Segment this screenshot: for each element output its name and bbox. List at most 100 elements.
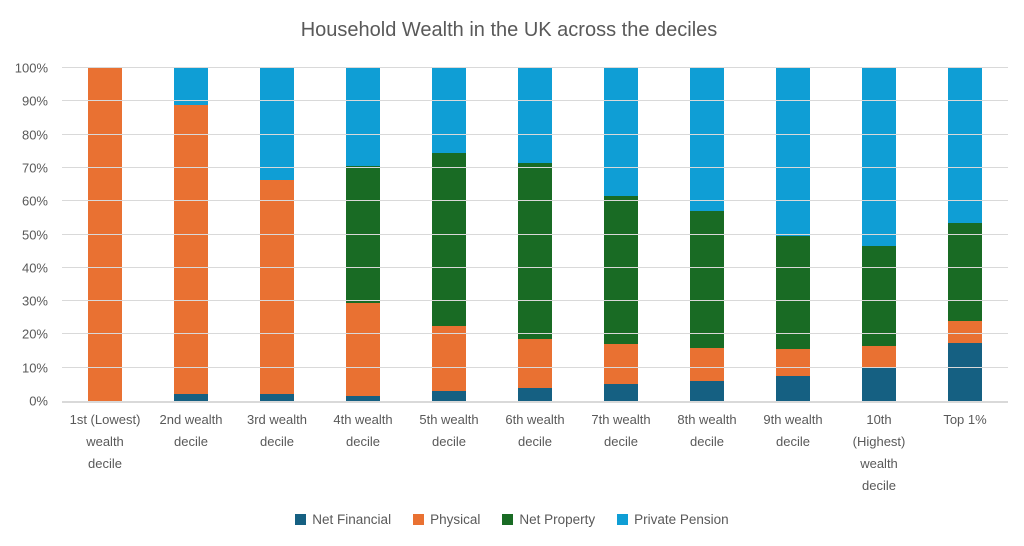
y-tick-label: 80% [21, 127, 48, 143]
bar [604, 68, 638, 401]
legend-label: Private Pension [634, 512, 729, 527]
x-axis-label: 5th wealth decile [419, 412, 479, 449]
y-tick-label: 60% [21, 193, 48, 209]
bar [432, 68, 466, 401]
bar-segment [346, 68, 380, 167]
bar-group [320, 68, 406, 401]
gridline [62, 300, 1008, 302]
y-axis: 0% 10% 20% 30% 40% 50% 60% 70% 80% 90% 100% [0, 61, 48, 409]
bars-container [62, 68, 1008, 401]
bar-segment [346, 396, 380, 401]
x-axis: 1st (Lowest) wealth decile 2nd wealth dec… [62, 409, 1008, 497]
x-axis-label: 4th wealth decile [333, 412, 393, 449]
bar-segment [776, 68, 810, 237]
bar-segment [346, 302, 380, 397]
bar-segment [174, 68, 208, 105]
bar-segment [862, 68, 896, 247]
bar-segment [948, 321, 982, 343]
bar-segment [174, 394, 208, 401]
legend-label: Net Financial [312, 512, 392, 527]
bar-segment [604, 384, 638, 401]
bar-segment [776, 349, 810, 377]
gridline [62, 266, 1008, 268]
x-axis-label: 10th (Highest) wealth decile [852, 412, 906, 493]
bar-segment [260, 68, 294, 180]
y-tick-label: 90% [21, 93, 48, 109]
legend-swatch-icon [502, 514, 514, 525]
y-tick-label: 10% [21, 360, 48, 376]
bar-group [492, 68, 578, 401]
bar [776, 68, 810, 401]
y-tick-label: 40% [21, 260, 48, 276]
bar-group [148, 68, 234, 401]
bar-segment [432, 326, 466, 392]
bar [862, 68, 896, 401]
x-axis-label: 6th wealth decile [505, 412, 565, 449]
bar-group [578, 68, 664, 401]
bar-segment [776, 376, 810, 401]
bar-segment [432, 391, 466, 401]
bar-group [406, 68, 492, 401]
legend-swatch-icon [295, 514, 307, 525]
gridline [62, 333, 1008, 335]
y-tick-label: 50% [21, 227, 48, 242]
y-tick-label: 100% [14, 60, 48, 76]
y-tick-label: 70% [21, 160, 48, 176]
bar-segment [690, 381, 724, 401]
bar-group [922, 68, 1008, 401]
bar-segment [260, 394, 294, 401]
legend-swatch-icon [413, 514, 425, 525]
bar-group [664, 68, 750, 401]
gridline [62, 200, 1008, 202]
x-axis-label: 1st (Lowest) wealth decile [69, 412, 141, 471]
bar [88, 68, 122, 401]
plot-area [62, 67, 1008, 403]
gridline [62, 166, 1008, 168]
y-tick-label: 20% [21, 326, 48, 342]
bar-segment [690, 68, 724, 212]
bar-segment [604, 68, 638, 197]
bar-segment [948, 342, 982, 401]
bar-segment [518, 162, 552, 340]
gridline [62, 133, 1008, 135]
x-axis-label: 2nd wealth decile [159, 412, 223, 449]
bar-segment [604, 344, 638, 385]
legend-label: Net Property [519, 512, 596, 527]
bar-segment [518, 68, 552, 163]
bar-segment [862, 346, 896, 368]
bar-group [836, 68, 922, 401]
gridline [62, 366, 1008, 368]
y-tick-label: 30% [21, 293, 48, 309]
bar [346, 68, 380, 401]
bar-segment [88, 68, 122, 401]
bar-segment [948, 222, 982, 322]
bar-segment [776, 236, 810, 350]
bar [518, 68, 552, 401]
x-axis-label: Top 1% [943, 412, 987, 427]
bar-segment [604, 196, 638, 345]
gridline [62, 233, 1008, 235]
legend-label: Physical [430, 512, 481, 527]
legend: Net Financial Physical Net Property Private… [0, 512, 1024, 527]
bar-group [62, 68, 148, 401]
gridline [62, 100, 1008, 102]
bar-segment [174, 104, 208, 395]
legend-swatch-icon [617, 514, 629, 525]
bar-group [750, 68, 836, 401]
bar [690, 68, 724, 401]
bar [948, 68, 982, 401]
bar-segment [690, 347, 724, 382]
x-axis-label: 9th wealth decile [763, 412, 823, 449]
y-tick-label: 0% [29, 393, 48, 409]
legend-item: Net Financial [295, 512, 391, 527]
legend-item: Private Pension [617, 512, 729, 527]
bar-segment [518, 339, 552, 388]
chart-title: Household Wealth in the UK across the de… [300, 19, 718, 41]
bar-segment [862, 367, 896, 401]
bar-segment [690, 211, 724, 348]
bar-group [234, 68, 320, 401]
bar [174, 68, 208, 401]
legend-item: Net Property [502, 512, 595, 527]
bar-segment [346, 166, 380, 303]
